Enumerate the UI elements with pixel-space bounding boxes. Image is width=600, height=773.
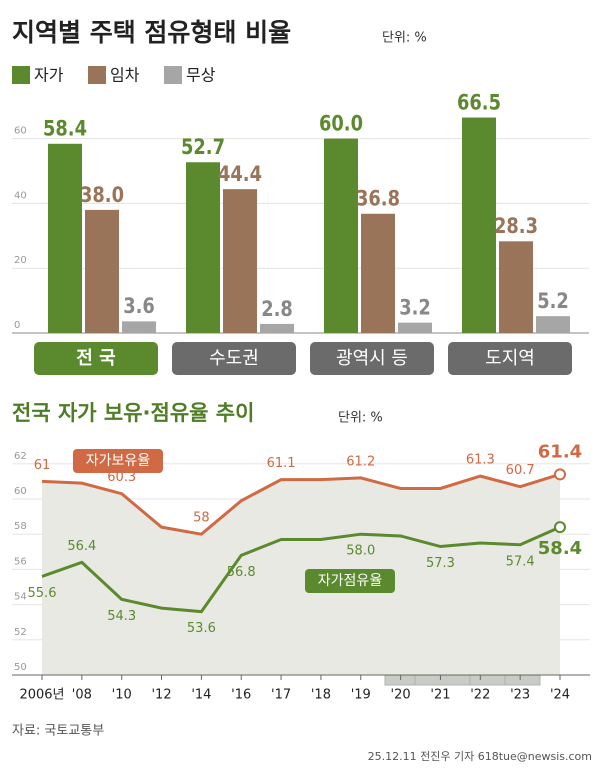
x-tick-label: 도지역 [485,348,535,369]
value-label: 57.4 [506,554,535,569]
category-box [172,342,296,375]
legend-label: 자가 [34,66,64,85]
x-tick-label: 2006년 [19,688,64,703]
value-label: 53.6 [187,621,216,636]
unit: 단위: % [338,411,383,426]
x-tick-label: '19 [351,688,371,703]
value-label: 58.4 [538,538,582,559]
area [42,474,560,675]
y-tick-label: 60 [14,486,27,497]
y-tick-label: 60 [14,126,27,137]
credit: 25.12.11 전진우 기자 618tue@newsis.com [368,750,592,763]
bar [260,323,294,333]
x-tick-label: 전 국 [76,348,115,369]
x-tick-label: '22 [470,688,490,703]
legend-swatch [164,66,182,84]
value-label: 58.0 [346,544,375,559]
y-tick-label: 40 [14,190,27,201]
legend-label: 임차 [110,66,140,85]
x-tick-label: '14 [191,688,211,703]
x-tick-label: '10 [112,688,132,703]
value-label: 52.7 [181,135,225,160]
legend-swatch [88,66,106,84]
x-tick-label: '16 [231,688,251,703]
x-tick-label: '17 [271,688,291,703]
value-label: 58.4 [43,116,87,141]
value-label: 61.3 [466,453,495,468]
bar [85,209,119,333]
bar [223,189,257,333]
value-label: 60.7 [506,463,535,478]
value-label: 57.3 [426,556,455,571]
value-label: 61.1 [267,456,296,471]
value-label: 5.2 [537,289,569,314]
legend-label: 무상 [186,66,216,85]
value-label: 61.4 [538,441,582,462]
value-label: 55.6 [28,586,57,601]
x-tick-label: '18 [311,688,331,703]
value-label: 60.0 [319,111,363,136]
bar [536,316,570,333]
bar [361,213,395,333]
value-label: 44.4 [218,162,262,187]
value-label: 58 [193,511,210,526]
value-label: 54.3 [107,609,136,624]
bar [499,241,533,333]
bar [122,321,156,333]
series-label: 자가보유율 [86,453,151,469]
bar [48,143,82,333]
value-label: 3.6 [123,294,155,319]
x-tick-label: '23 [510,688,530,703]
bar [186,162,220,333]
chart-title: 지역별 주택 점유형태 비율 [12,18,291,47]
legend-swatch [12,66,30,84]
x-tick-label: 수도권 [209,348,259,369]
x-tick-label: '24 [550,688,570,703]
series-label-box [73,449,163,473]
y-tick-label: 62 [14,451,27,462]
point [554,521,566,534]
value-label: 2.8 [261,296,293,321]
line [41,525,561,614]
value-label: 3.2 [399,295,431,320]
y-tick-label: 58 [14,521,27,532]
value-label: 60.3 [107,470,136,485]
x-tick-label: 광역시 등 [336,348,408,369]
series-label-box [305,569,395,593]
bar [462,117,496,333]
y-tick-label: 0 [14,320,20,331]
y-tick-label: 20 [14,255,27,266]
value-label: 38.0 [80,182,124,207]
chart-title: 전국 자가 보유·점유율 추이 [12,401,254,425]
point [554,468,566,481]
value-label: 28.3 [494,214,538,239]
x-tick-label: '21 [430,688,450,703]
line [41,472,561,536]
unit: 단위: % [382,31,427,46]
x-tick-label: '20 [391,688,411,703]
y-tick-label: 54 [14,592,27,603]
category-box [448,342,572,375]
value-label: 61.2 [346,454,375,469]
source: 자료: 국토교통부 [12,724,104,739]
bar [398,322,432,333]
value-label: 61 [34,458,51,473]
series-label: 자가점유율 [318,573,383,589]
value-label: 36.8 [356,186,400,211]
category-box [310,342,434,375]
value-label: 56.4 [67,539,96,554]
y-tick-label: 50 [14,662,27,673]
y-tick-label: 56 [14,556,27,567]
value-label: 56.8 [227,565,256,580]
category-box [34,342,158,375]
x-tick-label: '08 [72,688,92,703]
bar [324,138,358,333]
value-label: 66.5 [457,90,501,115]
y-tick-label: 52 [14,627,27,638]
x-tick-label: '12 [151,688,171,703]
